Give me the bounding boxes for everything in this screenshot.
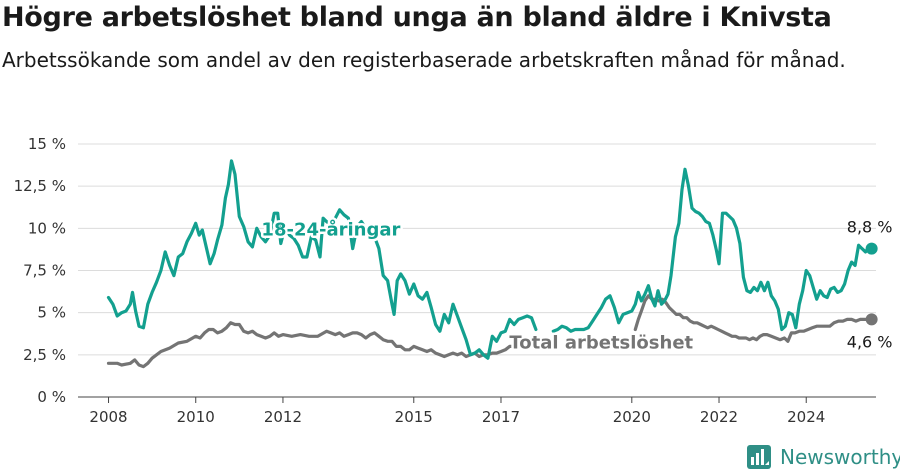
series-name-label: Total arbetslöshet — [509, 332, 693, 353]
page-title: Högre arbetslöshet bland unga än bland ä… — [2, 2, 832, 33]
series-line — [106, 159, 538, 360]
end-value-label: 4,6 % — [847, 332, 893, 351]
x-tick-label: 2022 — [700, 408, 738, 426]
brand[interactable]: Newsworthy — [746, 442, 900, 472]
series-line — [106, 321, 516, 369]
y-axis-ticks: 0 % 2,5 % 5 % 7,5 % 10 % 12,5 % 15 % — [14, 135, 66, 406]
x-axis: 2008 2010 2012 2015 2017 2020 2022 2024 — [78, 396, 876, 426]
x-tick-label: 2024 — [787, 408, 825, 426]
end-value-label: 8,8 % — [847, 218, 893, 237]
y-tick-label: 12,5 % — [14, 177, 66, 195]
x-tick-label: 2017 — [482, 408, 520, 426]
brand-name: Newsworthy — [780, 445, 900, 469]
y-tick-label: 2,5 % — [23, 346, 66, 364]
series-labels: 4,6 % 8,8 % 18-24-åringar Total arbetslöshe… — [259, 216, 893, 356]
series-lines — [106, 159, 878, 369]
series-line — [551, 167, 874, 333]
page-subtitle: Arbetssökande som andel av den registerb… — [2, 48, 846, 72]
x-tick-label: 2008 — [89, 408, 127, 426]
newsworthy-logo-icon — [747, 445, 771, 469]
x-tick-label: 2012 — [264, 408, 302, 426]
series-end-point — [865, 242, 878, 255]
series-line — [633, 294, 874, 343]
y-tick-label: 0 % — [37, 388, 66, 406]
y-tick-label: 7,5 % — [23, 262, 66, 280]
series-name-label: 18-24-åringar — [261, 218, 400, 240]
y-tick-label: 10 % — [28, 219, 66, 237]
x-tick-label: 2020 — [613, 408, 651, 426]
x-tick-label: 2010 — [177, 408, 215, 426]
y-tick-label: 5 % — [37, 304, 66, 322]
series-end-point — [865, 313, 878, 326]
x-tick-label: 2015 — [395, 408, 433, 426]
y-tick-label: 15 % — [28, 135, 66, 153]
grid-lines — [78, 143, 876, 356]
